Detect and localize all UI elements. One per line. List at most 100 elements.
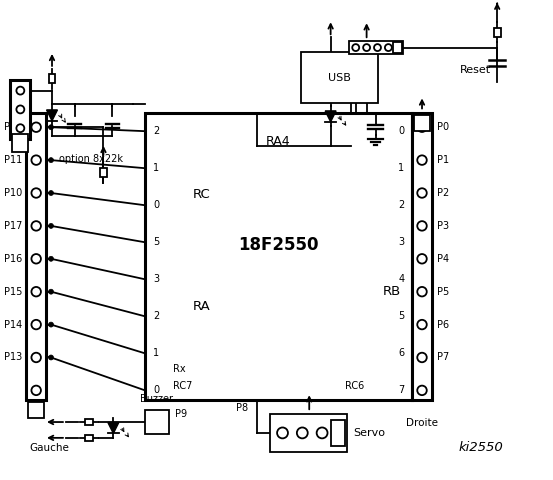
Circle shape <box>418 320 427 329</box>
Text: P8: P8 <box>236 403 248 413</box>
Bar <box>393 42 402 53</box>
Text: P0: P0 <box>437 122 449 132</box>
Circle shape <box>374 44 381 51</box>
Text: USB: USB <box>328 73 351 83</box>
Bar <box>27 113 46 400</box>
Text: 0: 0 <box>398 126 404 136</box>
Bar <box>301 52 378 104</box>
Polygon shape <box>108 422 119 433</box>
Text: RC6: RC6 <box>345 382 364 391</box>
Text: P7: P7 <box>437 352 449 362</box>
Text: P15: P15 <box>4 287 22 297</box>
Bar <box>414 115 430 131</box>
Bar <box>145 410 169 434</box>
Text: P9: P9 <box>175 409 187 419</box>
Circle shape <box>418 287 427 297</box>
Circle shape <box>17 106 24 113</box>
Text: P4: P4 <box>437 254 449 264</box>
Text: 18F2550: 18F2550 <box>238 236 319 254</box>
Text: RA: RA <box>192 300 210 313</box>
Circle shape <box>32 385 41 395</box>
Circle shape <box>418 221 427 231</box>
Circle shape <box>418 188 427 198</box>
Bar <box>331 420 345 446</box>
Text: P2: P2 <box>437 188 449 198</box>
Circle shape <box>352 44 359 51</box>
Circle shape <box>297 428 308 438</box>
Text: 1: 1 <box>153 348 159 359</box>
Circle shape <box>418 353 427 362</box>
Circle shape <box>32 287 41 297</box>
Bar <box>85 419 92 425</box>
Text: 3: 3 <box>398 237 404 247</box>
Text: option 8x22k: option 8x22k <box>59 154 123 164</box>
Circle shape <box>32 221 41 231</box>
Circle shape <box>17 124 24 132</box>
Text: P16: P16 <box>4 254 22 264</box>
Text: P17: P17 <box>4 221 22 231</box>
Bar <box>145 113 412 400</box>
Bar <box>11 80 30 139</box>
Text: 2: 2 <box>153 312 159 321</box>
Text: 1: 1 <box>153 163 159 173</box>
Circle shape <box>317 428 327 438</box>
Text: Gauche: Gauche <box>29 443 69 453</box>
Text: Droite: Droite <box>406 418 438 428</box>
Circle shape <box>17 87 24 95</box>
Bar <box>100 168 107 177</box>
Text: P10: P10 <box>4 188 22 198</box>
Bar <box>494 28 500 36</box>
Bar <box>349 41 403 54</box>
Text: P13: P13 <box>4 352 22 362</box>
Circle shape <box>418 156 427 165</box>
Circle shape <box>49 223 54 228</box>
Circle shape <box>49 256 54 261</box>
Circle shape <box>49 322 54 327</box>
Circle shape <box>49 355 54 360</box>
Polygon shape <box>46 110 58 121</box>
Text: P14: P14 <box>4 320 22 330</box>
Text: RB: RB <box>383 285 401 298</box>
Circle shape <box>32 254 41 264</box>
Bar <box>270 414 347 452</box>
Bar <box>12 134 28 152</box>
Circle shape <box>363 44 370 51</box>
Circle shape <box>32 156 41 165</box>
Bar <box>28 402 44 418</box>
Circle shape <box>277 428 288 438</box>
Text: Rx: Rx <box>173 364 185 373</box>
Bar <box>49 74 55 83</box>
Text: 5: 5 <box>398 312 404 321</box>
Text: RA4: RA4 <box>266 135 291 148</box>
Text: 6: 6 <box>398 348 404 359</box>
Text: 1: 1 <box>398 163 404 173</box>
Circle shape <box>418 122 427 132</box>
Polygon shape <box>325 111 336 122</box>
Text: 4: 4 <box>398 274 404 284</box>
Text: P6: P6 <box>437 320 449 330</box>
Circle shape <box>418 385 427 395</box>
Text: 0: 0 <box>153 385 159 396</box>
Text: 2: 2 <box>398 200 404 210</box>
Circle shape <box>49 157 54 163</box>
Text: P12: P12 <box>4 122 22 132</box>
Bar <box>412 113 432 400</box>
Text: RC7: RC7 <box>173 382 192 391</box>
Circle shape <box>32 122 41 132</box>
Circle shape <box>32 353 41 362</box>
Text: 7: 7 <box>398 385 404 396</box>
Circle shape <box>32 188 41 198</box>
Circle shape <box>418 254 427 264</box>
Text: 2: 2 <box>153 126 159 136</box>
Text: Buzzer: Buzzer <box>140 394 174 404</box>
Circle shape <box>385 44 392 51</box>
Text: ki2550: ki2550 <box>459 441 504 454</box>
Text: P1: P1 <box>437 155 449 165</box>
Text: 5: 5 <box>153 237 159 247</box>
Circle shape <box>49 191 54 195</box>
Bar <box>85 435 92 441</box>
Circle shape <box>49 289 54 294</box>
Text: P5: P5 <box>437 287 449 297</box>
Text: P11: P11 <box>4 155 22 165</box>
Text: 3: 3 <box>153 274 159 284</box>
